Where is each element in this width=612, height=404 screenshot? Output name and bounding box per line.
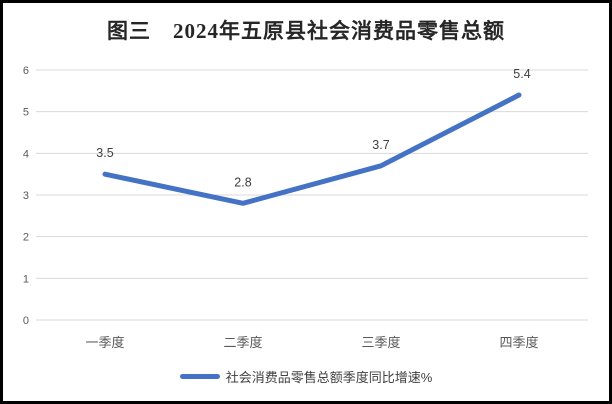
y-axis-tick-label: 6	[23, 65, 29, 77]
y-axis-tick-label: 4	[23, 148, 29, 160]
data-label: 3.5	[96, 146, 113, 160]
chart-title: 图三 2024年五原县社会消费品零售总额	[107, 19, 505, 43]
y-axis-tick-label: 0	[23, 315, 29, 327]
x-axis-tick-label: 一季度	[85, 335, 124, 350]
x-axis-tick-label: 二季度	[223, 335, 262, 350]
x-axis-tick-label: 四季度	[499, 335, 538, 350]
legend: 社会消费品零售总额季度同比增速%	[3, 367, 609, 385]
y-axis-tick-label: 5	[23, 107, 29, 119]
chart-plot-area: 0 1 2 3 4 5 6 一季度 二季度 三季度 四季度 3.5 2.8 3.7 5.4	[23, 65, 588, 350]
data-label: 3.7	[372, 138, 389, 152]
legend-line-swatch	[179, 373, 220, 379]
series-line	[102, 92, 522, 206]
data-label: 5.4	[513, 67, 530, 81]
y-axis-tick-label: 2	[23, 232, 29, 244]
y-axis-tick-label: 3	[23, 190, 29, 202]
x-axis-tick-label: 三季度	[361, 335, 400, 350]
legend-label: 社会消费品零售总额季度同比增速%	[225, 369, 433, 385]
data-label: 2.8	[234, 175, 251, 189]
y-axis-tick-label: 1	[23, 273, 29, 285]
